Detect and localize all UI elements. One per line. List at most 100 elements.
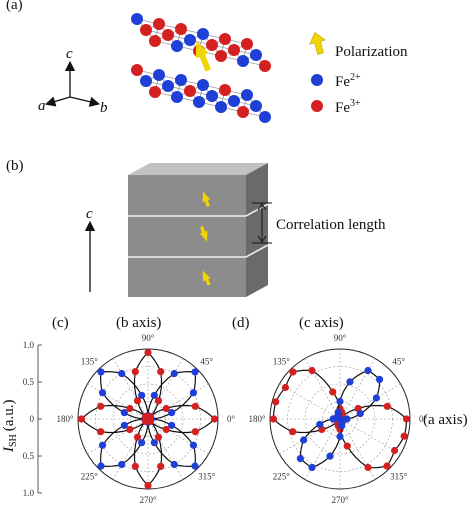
- fe2-atom: [215, 101, 227, 113]
- angle-tick-label: 45°: [200, 357, 213, 367]
- polarization-up-arrow-icon: [202, 191, 211, 207]
- angle-tick-label: 225°: [273, 471, 291, 481]
- data-point: [150, 391, 158, 399]
- polar-plot-b-axis: 0° 45° 90° 135° 180° 225° 270° 315°: [56, 333, 235, 505]
- fe2-atom: [237, 55, 249, 67]
- fe2-atom: [184, 34, 196, 46]
- panel-c-y-axis: 1.0 0.5 0 0.5 1.0 ISH(a.u.): [1, 340, 42, 498]
- data-point: [269, 415, 278, 423]
- data-point: [97, 462, 105, 470]
- fe3-atom: [228, 44, 240, 56]
- data-point: [356, 409, 364, 418]
- data-point: [146, 417, 155, 426]
- data-point: [98, 389, 107, 397]
- y-tick-label: 1.0: [23, 488, 35, 498]
- angle-tick-label: 225°: [81, 471, 99, 481]
- fe2-atom: [175, 74, 187, 86]
- data-point: [289, 368, 297, 376]
- data-point: [191, 402, 199, 410]
- polar-grid-ring: [112, 383, 184, 455]
- panel-b: (b) c Correlation length: [6, 158, 386, 297]
- data-point: [126, 425, 134, 434]
- data-point: [296, 454, 305, 463]
- angle-tick-label: 135°: [273, 357, 291, 367]
- data-point: [133, 433, 142, 441]
- data-point: [402, 415, 411, 423]
- polar-grid-ring: [304, 383, 376, 455]
- angle-tick-label: 180°: [248, 414, 266, 424]
- angle-tick-label: 315°: [390, 471, 408, 481]
- data-point: [138, 439, 146, 447]
- data-point: [131, 462, 139, 470]
- fe3-atom: [241, 38, 253, 50]
- data-point: [346, 378, 354, 386]
- fe2-atom: [153, 69, 165, 81]
- data-point: [364, 463, 372, 472]
- domain-block: [128, 163, 269, 297]
- data-point: [77, 415, 86, 423]
- axis-c-label: c: [66, 46, 73, 62]
- fe3-icon: [311, 100, 323, 112]
- angle-tick-label: 315°: [198, 471, 216, 481]
- fe2-atom: [171, 40, 183, 52]
- data-point: [336, 397, 344, 406]
- polar-grid-spoke: [279, 418, 341, 455]
- fe3-atom: [215, 50, 227, 62]
- crystal-structure: [131, 13, 271, 123]
- axis-a-label: a: [38, 98, 46, 114]
- fe3-atom: [219, 33, 231, 45]
- fe3-atom: [184, 85, 196, 97]
- data-point: [146, 412, 155, 421]
- fe2-legend-label: Fe2+: [335, 72, 361, 90]
- fe2-atom: [193, 96, 205, 108]
- data-point: [326, 452, 334, 460]
- data-point: [144, 348, 152, 357]
- correlation-length-bracket: [252, 202, 272, 244]
- data-point: [189, 389, 198, 397]
- data-point: [138, 391, 146, 399]
- data-point: [150, 439, 158, 447]
- data-point: [141, 417, 150, 426]
- data-point: [170, 460, 178, 469]
- fe2-atom: [259, 111, 271, 123]
- data-point: [289, 428, 297, 436]
- panel-c-label: (c): [52, 315, 69, 331]
- y-tick-label: 0.5: [23, 377, 35, 387]
- panel-b-label: (b): [6, 158, 24, 174]
- angle-tick-label: 90°: [142, 333, 155, 343]
- angle-tick-label: 270°: [331, 495, 349, 505]
- data-point: [157, 462, 165, 470]
- angle-tick-label: 90°: [334, 333, 347, 343]
- data-point: [300, 436, 308, 444]
- panel-c-title: (b axis): [116, 315, 161, 331]
- fe3-atom: [131, 64, 143, 76]
- fe2-atom: [140, 75, 152, 87]
- fe2-atom: [206, 90, 218, 102]
- data-point: [133, 397, 142, 405]
- data-point: [308, 463, 316, 472]
- angle-tick-label: 135°: [81, 357, 99, 367]
- panel-a: (a) c a b Polarization Fe2+ Fe3+: [6, 0, 408, 123]
- panel-a-label: (a): [6, 0, 23, 13]
- data-point: [339, 416, 347, 424]
- angle-tick-label: 270°: [139, 495, 157, 505]
- panel-c-ylabel: ISH(a.u.): [1, 400, 19, 453]
- fe2-atom: [171, 91, 183, 103]
- angle-tick-label: 0°: [227, 414, 236, 424]
- fe3-atom: [175, 23, 187, 35]
- data-point: [162, 404, 170, 413]
- panel-d-label: (d): [232, 315, 250, 331]
- polar-plot-c-axis: 0° 45° 90° 135° 180° 225° 270° 315°: [248, 333, 427, 505]
- data-point: [154, 397, 163, 405]
- polarization-down-arrow-icon: [199, 226, 208, 242]
- data-point: [131, 368, 139, 376]
- data-point: [329, 415, 337, 423]
- data-point: [364, 366, 372, 375]
- panel-d-side-label: (a axis): [423, 412, 468, 428]
- y-tick-label: 1.0: [23, 340, 35, 350]
- data-point: [141, 412, 150, 421]
- fe2-atom: [197, 28, 209, 40]
- fe2-atom: [228, 95, 240, 107]
- data-point: [120, 421, 128, 429]
- angle-tick-label: 45°: [392, 357, 405, 367]
